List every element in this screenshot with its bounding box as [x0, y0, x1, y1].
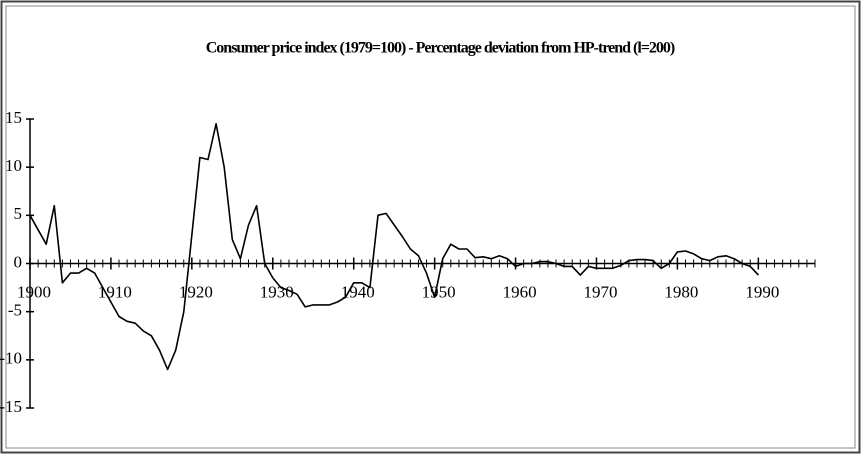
- x-tick-label: 1950: [422, 282, 456, 301]
- x-tick-label: 1940: [341, 282, 375, 301]
- x-tick-label: 1970: [583, 282, 617, 301]
- x-tick-label: 1910: [98, 282, 132, 301]
- x-tick-label: 1900: [17, 282, 51, 301]
- data-line: [29, 123, 759, 371]
- x-tick-label: 1990: [745, 282, 779, 301]
- y-tick-label: -10: [0, 349, 22, 368]
- chart-title: Consumer price index (1979=100) - Percen…: [206, 40, 675, 57]
- y-tick-label: -15: [0, 397, 22, 416]
- y-tick-label: 0: [14, 252, 23, 271]
- inner-frame: [5, 5, 856, 449]
- y-tick-label: 5: [14, 204, 23, 223]
- x-tick-label: 1920: [179, 282, 213, 301]
- y-tick-label: 15: [5, 108, 22, 127]
- y-tick-label: 10: [5, 156, 22, 175]
- x-tick-label: 1960: [503, 282, 537, 301]
- x-tick-label: 1930: [260, 282, 294, 301]
- x-tick-label: 1980: [664, 282, 698, 301]
- y-tick-label: -5: [8, 301, 22, 320]
